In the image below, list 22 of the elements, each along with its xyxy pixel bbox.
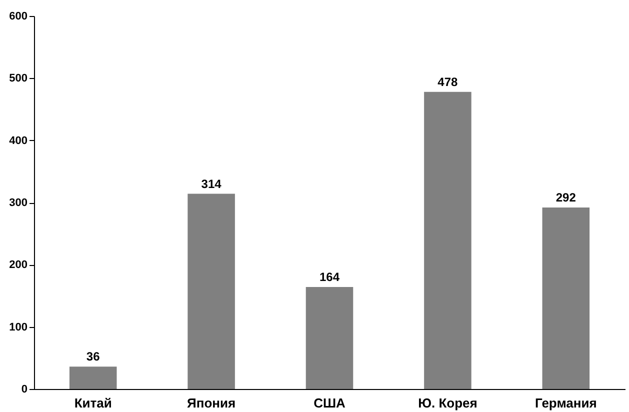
bar: [542, 207, 590, 389]
x-tick-label: Япония: [187, 396, 236, 410]
data-label: 36: [86, 350, 100, 364]
data-label: 164: [319, 270, 340, 284]
bar: [188, 194, 235, 389]
x-tick-label: США: [314, 396, 346, 410]
data-label: 314: [201, 176, 222, 191]
y-tick-label: 100: [9, 321, 28, 334]
bar: [306, 287, 354, 389]
y-tick-label: 200: [9, 259, 28, 272]
x-tick-label: Ю. Корея: [418, 396, 478, 410]
y-tick-label: 0: [21, 384, 28, 396]
x-tick-label: Германия: [534, 396, 597, 410]
y-tick-label: 600: [9, 10, 28, 22]
bar: [69, 366, 117, 389]
bar: [424, 92, 472, 389]
y-tick-label: 400: [9, 134, 28, 147]
y-tick-label: 500: [9, 72, 28, 85]
data-label: 478: [438, 74, 458, 89]
y-tick-label: 300: [9, 197, 28, 209]
x-tick-label: Китай: [74, 396, 112, 410]
data-label: 292: [556, 190, 576, 204]
